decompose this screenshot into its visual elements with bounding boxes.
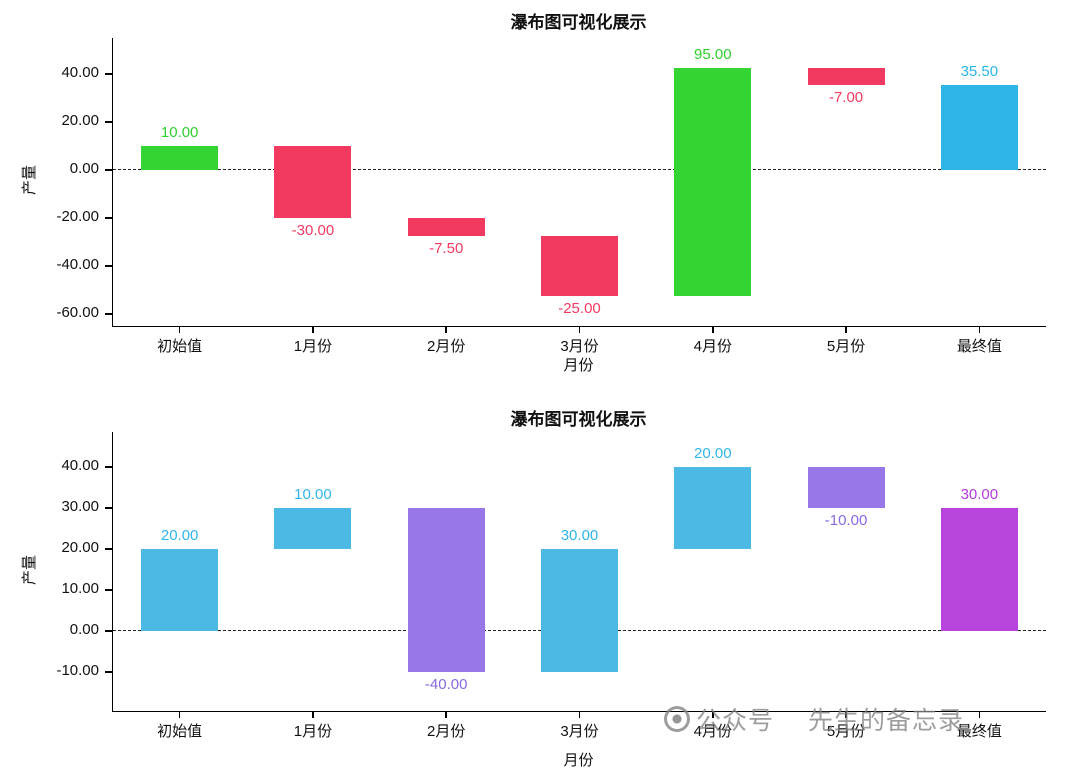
waterfall-chart-top: 瀑布图可视化展示 产量 40.00 20.00 0.00 -20.00 -40.00 -6… — [0, 0, 1080, 385]
x-axis-title: 月份 — [563, 752, 594, 769]
bar — [141, 548, 219, 631]
x-tick-label: 初始值 — [157, 723, 203, 740]
bar-value-label: 20.00 — [160, 526, 199, 544]
x-tick-label: 最终值 — [956, 723, 1002, 740]
y-tick-label: 20.00 — [61, 112, 99, 129]
y-tick-label: -20.00 — [56, 208, 99, 225]
y-tick-mark — [105, 630, 112, 632]
x-tick-mark — [711, 326, 714, 333]
y-tick-label: 30.00 — [61, 497, 99, 515]
x-tick-label: 初始值 — [157, 338, 203, 355]
x-tick-mark — [178, 326, 181, 333]
waterfall-chart-bottom: 瀑布图可视化展示 产量 40.00 30.00 20.00 10.00 0.00 -10.… — [0, 385, 1080, 771]
x-tick-mark — [445, 711, 447, 718]
x-tick-mark — [978, 711, 981, 718]
x-tick-label: 4月份 — [693, 723, 732, 740]
y-tick-mark — [105, 217, 112, 219]
bar-value-label: -10.00 — [824, 511, 868, 529]
x-tick-label: 2月份 — [427, 723, 466, 740]
bar — [940, 84, 1018, 170]
bar-value-label: -7.50 — [429, 240, 464, 257]
bar — [141, 146, 219, 170]
y-tick-label: 20.00 — [61, 538, 99, 556]
bar — [674, 466, 752, 549]
x-axis-title: 月份 — [563, 357, 594, 374]
y-tick-label: 10.00 — [61, 579, 99, 597]
x-tick-label: 1月份 — [293, 338, 333, 355]
plot-area: 40.00 20.00 0.00 -20.00 -40.00 -60.00 10.00 初始值… — [56, 38, 1046, 355]
x-tick-label: 3月份 — [560, 723, 599, 740]
bar — [940, 507, 1018, 631]
bar — [541, 548, 618, 672]
x-tick-mark — [845, 326, 847, 333]
x-tick-label: 3月份 — [560, 338, 599, 355]
bar — [407, 507, 485, 672]
x-tick-mark — [578, 326, 581, 333]
y-tick-label: -60.00 — [56, 304, 99, 321]
y-tick-label: 40.00 — [61, 64, 99, 81]
bar — [674, 68, 752, 296]
bar-value-label: 95.00 — [694, 46, 732, 63]
y-tick-mark — [105, 548, 112, 550]
x-tick-mark — [578, 711, 581, 718]
bar — [274, 146, 352, 218]
y-tick-mark — [105, 121, 112, 123]
x-tick-label: 5月份 — [826, 338, 866, 355]
y-tick-mark — [105, 73, 112, 75]
x-tick-mark — [711, 711, 714, 718]
y-tick-label: 0.00 — [69, 160, 99, 177]
y-tick-label: 0.00 — [69, 620, 99, 638]
bar-value-label: -40.00 — [424, 676, 468, 694]
x-tick-label: 4月份 — [693, 338, 732, 355]
bar-value-label: 10.00 — [160, 124, 199, 141]
bar — [807, 466, 885, 508]
bar — [274, 507, 352, 549]
y-tick-label: 40.00 — [61, 456, 99, 474]
bar-value-label: -7.00 — [828, 88, 864, 106]
bar-value-label: -25.00 — [558, 300, 601, 317]
y-tick-mark — [105, 466, 112, 468]
y-tick-label: -40.00 — [56, 256, 99, 273]
y-tick-mark — [105, 507, 112, 509]
y-tick-mark — [105, 313, 112, 315]
bar — [541, 236, 618, 296]
bar-value-label: 30.00 — [560, 526, 599, 544]
plot-area: 40.00 30.00 20.00 10.00 0.00 -10.00 20.00 初始值 10… — [56, 432, 1046, 740]
watermark-text-prefix: 公众号 — [696, 707, 775, 735]
chart-title: 瀑布图可视化展示 — [510, 410, 647, 429]
x-tick-label: 5月份 — [826, 723, 866, 740]
watermark-text-suffix: 先生的备忘录 — [808, 707, 965, 735]
y-tick-mark — [105, 265, 112, 267]
y-axis-title: 产量 — [21, 165, 38, 196]
bar-value-label: 20.00 — [694, 444, 732, 462]
x-tick-mark — [312, 326, 314, 333]
chart-title: 瀑布图可视化展示 — [510, 13, 647, 32]
watermark: 公众号 先生的备忘录 — [664, 701, 964, 737]
x-tick-mark — [312, 711, 314, 718]
zero-baseline — [113, 169, 1046, 171]
bar-value-label: 10.00 — [294, 485, 332, 503]
y-tick-mark — [105, 169, 112, 171]
y-tick-mark — [105, 671, 112, 673]
bar — [807, 68, 885, 85]
watermark-logo-icon — [664, 706, 690, 732]
y-tick-mark — [105, 589, 112, 591]
x-tick-label: 1月份 — [293, 723, 333, 740]
x-tick-mark — [445, 326, 447, 333]
x-tick-mark — [178, 711, 181, 718]
x-tick-label: 最终值 — [956, 338, 1002, 355]
bar — [407, 218, 485, 236]
x-tick-mark — [978, 326, 981, 333]
y-tick-label: -10.00 — [56, 662, 99, 680]
bar-value-label: -30.00 — [291, 222, 335, 239]
x-tick-label: 2月份 — [427, 338, 466, 355]
x-tick-mark — [845, 711, 847, 718]
bar-value-label: 30.00 — [960, 485, 999, 503]
bar-value-label: 35.50 — [960, 62, 999, 80]
